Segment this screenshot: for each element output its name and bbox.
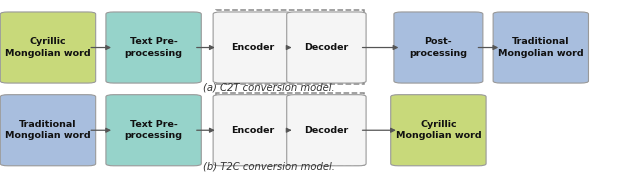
- Text: Decoder: Decoder: [304, 43, 349, 52]
- FancyBboxPatch shape: [106, 12, 201, 83]
- FancyBboxPatch shape: [287, 12, 366, 83]
- Text: Decoder: Decoder: [304, 126, 349, 135]
- FancyBboxPatch shape: [394, 12, 483, 83]
- FancyBboxPatch shape: [213, 95, 292, 166]
- FancyBboxPatch shape: [213, 12, 292, 83]
- Text: Encoder: Encoder: [231, 43, 275, 52]
- Text: Post-
processing: Post- processing: [410, 37, 467, 58]
- FancyBboxPatch shape: [106, 95, 201, 166]
- FancyBboxPatch shape: [0, 12, 96, 83]
- Text: Text Pre-
processing: Text Pre- processing: [125, 37, 182, 58]
- FancyBboxPatch shape: [0, 95, 96, 166]
- Bar: [216, 10, 364, 84]
- Text: Traditional
Mongolian word: Traditional Mongolian word: [5, 120, 91, 140]
- Text: Cyrillic
Mongolian word: Cyrillic Mongolian word: [5, 37, 91, 58]
- FancyBboxPatch shape: [287, 95, 366, 166]
- Text: Traditional
Mongolian word: Traditional Mongolian word: [498, 37, 584, 58]
- Text: (a) C2T conversion model.: (a) C2T conversion model.: [203, 82, 335, 92]
- Text: Encoder: Encoder: [231, 126, 275, 135]
- FancyBboxPatch shape: [390, 95, 486, 166]
- Text: (b) T2C conversion model.: (b) T2C conversion model.: [203, 161, 335, 171]
- FancyBboxPatch shape: [493, 12, 589, 83]
- Bar: [216, 93, 364, 165]
- Text: Text Pre-
processing: Text Pre- processing: [125, 120, 182, 140]
- Text: Cyrillic
Mongolian word: Cyrillic Mongolian word: [396, 120, 481, 140]
